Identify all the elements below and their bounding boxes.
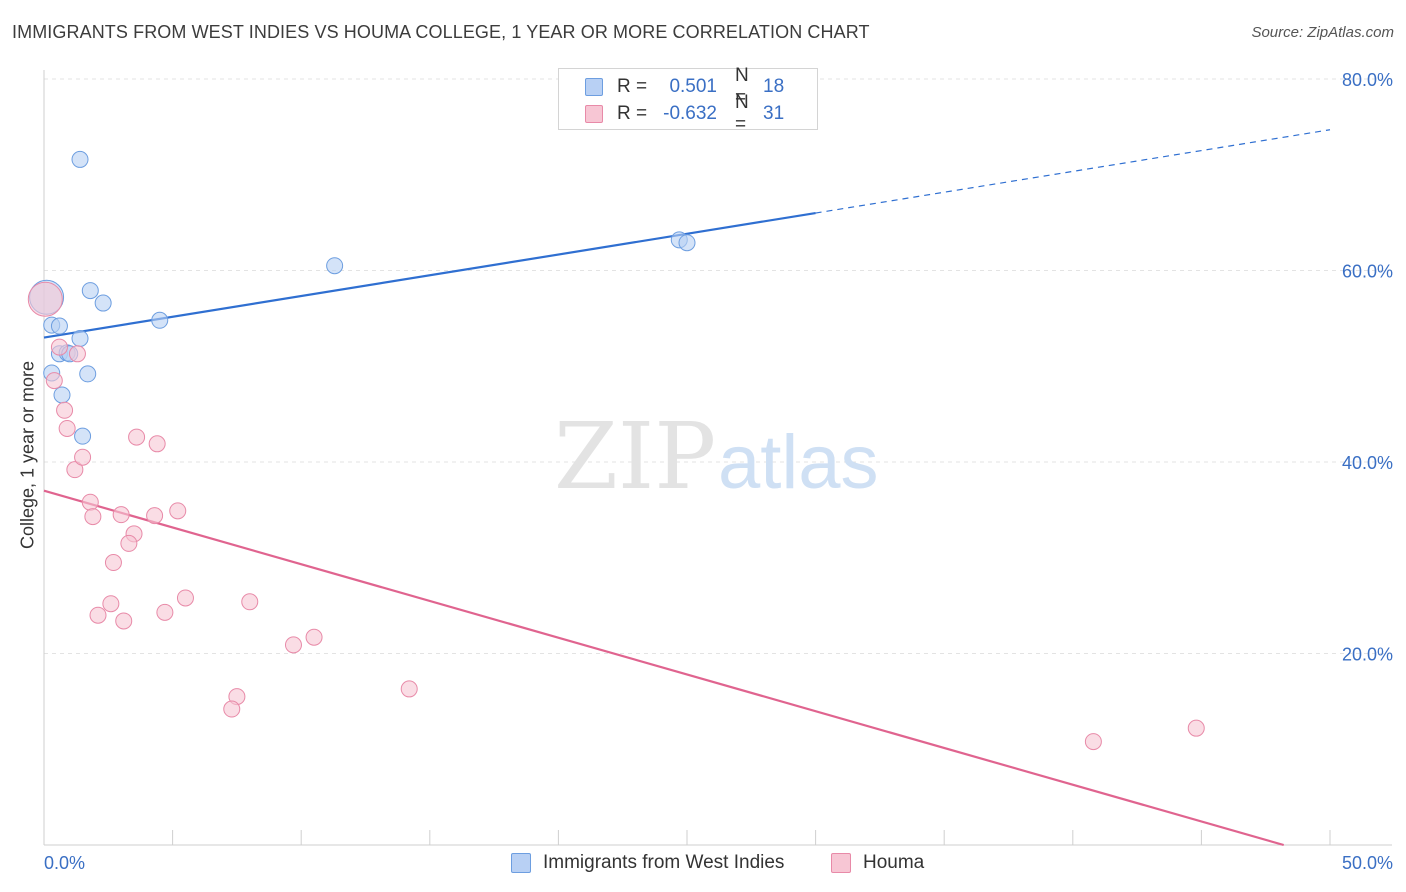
point-houma [66, 461, 84, 479]
x-tick-label: 0.0% [44, 853, 85, 873]
point-houma [27, 281, 63, 317]
data-points [27, 150, 1205, 751]
point-houma [176, 589, 194, 607]
point-houma [169, 502, 187, 520]
point-houma [50, 338, 68, 356]
legend-swatch-blue [585, 78, 603, 96]
point-houma [56, 401, 74, 419]
point-houma [112, 506, 130, 524]
point-houma [84, 508, 102, 526]
point-houma [81, 493, 99, 511]
point-houma [241, 593, 259, 611]
legend-label: Houma [863, 852, 925, 873]
watermark-zip: ZIP [554, 403, 716, 510]
point-west-indies [79, 365, 97, 383]
trend-extension-west-indies [815, 129, 1331, 214]
x-tick-labels: 0.0% 50.0% [44, 853, 1393, 873]
point-houma [74, 448, 92, 466]
grid-layer [44, 78, 1392, 654]
legend-r-value: 0.501 [669, 76, 717, 97]
legend-item-houma[interactable]: Houma [831, 852, 924, 874]
y-tick-label: 20.0% [1342, 645, 1393, 665]
point-houma [115, 612, 133, 630]
legend-r-label: R = [617, 76, 648, 97]
legend-row-blue: R = 0.501 N = 18 [585, 65, 785, 108]
y-tick-label: 80.0% [1342, 70, 1393, 90]
point-houma [1187, 719, 1205, 737]
x-tick-label: 50.0% [1342, 853, 1393, 873]
trend-line-houma [43, 489, 1285, 847]
point-houma [284, 636, 302, 654]
legend-item-west-indies[interactable]: Immigrants from West Indies [511, 852, 784, 874]
point-west-indies [151, 311, 169, 329]
legend-label: Immigrants from West Indies [543, 852, 785, 873]
legend-swatch-blue [511, 853, 531, 873]
point-west-indies [326, 257, 344, 275]
point-west-indies [50, 317, 68, 335]
point-houma [1084, 733, 1102, 751]
legend-n-label: N = [735, 65, 749, 108]
chart-title: IMMIGRANTS FROM WEST INDIES VS HOUMA COL… [12, 22, 870, 42]
point-houma [223, 700, 241, 718]
point-houma [102, 595, 120, 613]
point-houma [120, 534, 138, 552]
watermark: ZIP atlas [554, 403, 879, 510]
point-houma [156, 603, 174, 621]
point-houma [305, 628, 323, 646]
point-west-indies [74, 427, 92, 445]
point-houma [400, 680, 418, 698]
legend-swatch-pink [585, 105, 603, 123]
point-houma [104, 554, 122, 572]
point-west-indies [53, 386, 71, 404]
legend-n-value: 31 [763, 103, 785, 124]
point-west-indies [71, 150, 89, 168]
point-houma [146, 507, 164, 525]
trend-line-west-indies [43, 211, 816, 339]
watermark-atlas: atlas [718, 420, 879, 505]
axis-layer [43, 70, 1392, 846]
source-label: Source: ZipAtlas.com [1251, 24, 1394, 41]
point-west-indies [94, 294, 112, 312]
y-tick-label: 60.0% [1342, 262, 1393, 282]
legend-n-value: 18 [763, 76, 785, 97]
legend-n-label: N = [735, 92, 749, 135]
point-west-indies [71, 329, 89, 347]
point-houma [128, 428, 146, 446]
legend-r-label: R = [617, 103, 648, 124]
series-legend: Immigrants from West Indies Houma [0, 852, 1406, 878]
trend-lines [43, 129, 1331, 847]
point-houma [148, 435, 166, 453]
legend-r-value: -0.632 [663, 103, 717, 124]
legend-swatch-pink [831, 853, 851, 873]
y-tick-label: 40.0% [1342, 453, 1393, 473]
point-west-indies [678, 234, 696, 252]
point-houma [58, 419, 76, 437]
y-tick-labels: 20.0% 40.0% 60.0% 80.0% [1342, 70, 1393, 665]
stats-legend: R = 0.501 N = 18 R = -0.632 N = 31 [558, 65, 818, 135]
legend-row-pink: R = -0.632 N = 31 [585, 92, 785, 135]
point-houma [89, 606, 107, 624]
point-houma [68, 345, 86, 363]
point-west-indies [81, 282, 99, 300]
point-houma [45, 372, 63, 390]
